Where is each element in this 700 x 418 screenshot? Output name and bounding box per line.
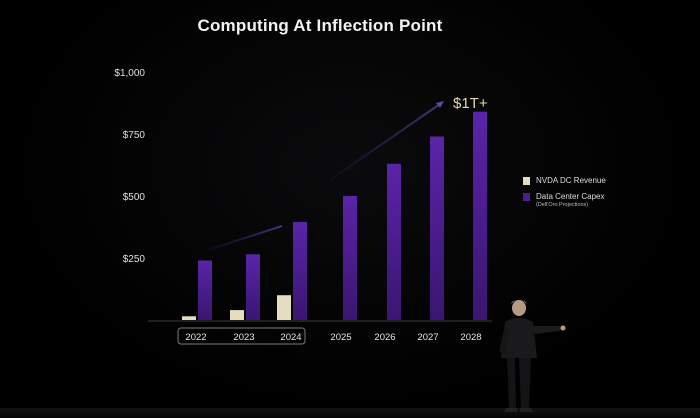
x-tick-label-2024: 2024 bbox=[280, 332, 301, 343]
bar-capex-2022 bbox=[198, 260, 212, 320]
stage-floor bbox=[0, 408, 700, 418]
trend-arrow-future bbox=[329, 103, 441, 181]
slide-title: Computing At Inflection Point bbox=[197, 16, 443, 35]
x-tick-label-2027: 2027 bbox=[417, 332, 438, 343]
bar-capex-2028 bbox=[473, 111, 487, 321]
legend-item-nvda: NVDA DC Revenue bbox=[523, 176, 606, 185]
bar-nvda-2024 bbox=[277, 295, 291, 320]
legend-sublabel-capex: (Dell'Oro Projections) bbox=[536, 202, 589, 208]
bar-capex-2024 bbox=[293, 222, 307, 320]
y-tick-label: $1,000 bbox=[114, 68, 145, 79]
bar-capex-2027 bbox=[430, 136, 444, 320]
bar-nvda-2023 bbox=[230, 310, 244, 320]
chart-legend: NVDA DC Revenue Data Center Capex (Dell'… bbox=[523, 176, 606, 215]
legend-item-capex: Data Center Capex (Dell'Oro Projections) bbox=[523, 192, 606, 208]
bar-capex-2023 bbox=[246, 254, 260, 320]
x-tick-label-2026: 2026 bbox=[374, 332, 395, 343]
y-tick-label: $500 bbox=[123, 192, 146, 203]
x-tick-label-2022: 2022 bbox=[185, 332, 206, 343]
legend-swatch-capex bbox=[523, 193, 530, 201]
x-tick-label-2025: 2025 bbox=[330, 332, 351, 343]
bar-capex-2025 bbox=[343, 196, 357, 320]
y-tick-label: $750 bbox=[123, 130, 146, 141]
trend-arrowhead bbox=[436, 101, 444, 108]
trend-arrow-past bbox=[207, 225, 283, 251]
historic-years-highlight bbox=[177, 327, 306, 345]
legend-swatch-nvda bbox=[523, 177, 530, 185]
presenter-figure bbox=[499, 300, 566, 412]
callout-label: $1T+ bbox=[453, 95, 488, 112]
bar-nvda-2022 bbox=[182, 316, 196, 320]
x-tick-label-2023: 2023 bbox=[233, 332, 254, 343]
y-tick-label: $250 bbox=[123, 254, 146, 265]
bar-capex-2026 bbox=[387, 163, 401, 320]
x-tick-label-2028: 2028 bbox=[460, 332, 481, 343]
legend-label-nvda: NVDA DC Revenue bbox=[536, 176, 606, 185]
legend-label-capex: Data Center Capex bbox=[536, 192, 605, 201]
